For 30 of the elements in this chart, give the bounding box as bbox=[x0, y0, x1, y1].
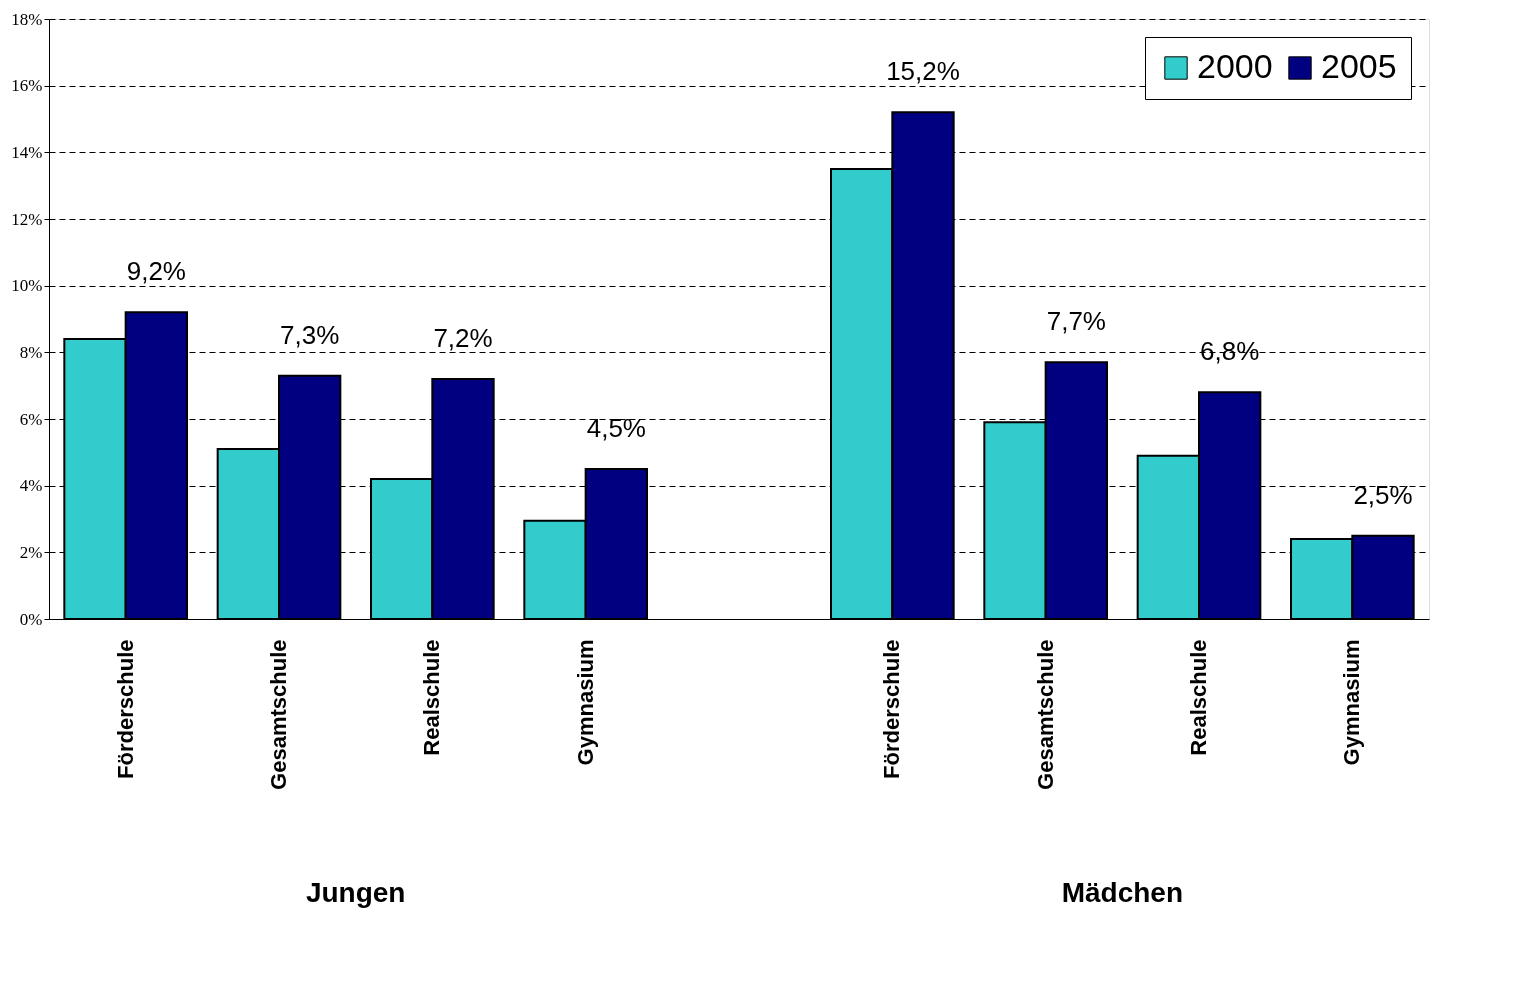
x-tick-label: Förderschule bbox=[112, 639, 138, 779]
x-tick-label: Gesamtschule bbox=[1032, 639, 1058, 790]
legend-label: 2005 bbox=[1321, 47, 1397, 85]
data-label: 2,5% bbox=[1353, 479, 1413, 510]
y-tick-label: 8% bbox=[19, 342, 43, 362]
x-tick-label: Gesamtschule bbox=[266, 639, 291, 790]
legend-label: 2000 bbox=[1197, 47, 1273, 85]
y-tick-label: 0% bbox=[19, 609, 43, 629]
x-tick-label: Gymnasium bbox=[572, 639, 598, 766]
x-tick-label: Realschule bbox=[1186, 639, 1211, 756]
data-label: 15,2% bbox=[886, 56, 960, 87]
data-label: 9,2% bbox=[126, 256, 186, 287]
data-label: 7,2% bbox=[433, 323, 493, 353]
data-label: 6,8% bbox=[1200, 336, 1260, 367]
data-label: 7,7% bbox=[1046, 306, 1106, 337]
text: Mädchen bbox=[1061, 877, 1184, 908]
x-tick-label: Förderschule bbox=[879, 639, 905, 779]
y-tick-label: 4% bbox=[19, 476, 43, 496]
y-tick-label: 12% bbox=[11, 209, 43, 229]
y-tick-label: 14% bbox=[11, 142, 43, 162]
x-tick-label: Gymnasium bbox=[1339, 639, 1365, 766]
y-tick-label: 10% bbox=[11, 276, 43, 296]
x-tick-label: Realschule bbox=[419, 639, 445, 756]
y-tick-label: 18% bbox=[11, 9, 43, 29]
y-tick-label: 2% bbox=[19, 542, 43, 562]
y-tick-label: 16% bbox=[11, 76, 43, 96]
text: Jungen bbox=[305, 877, 406, 908]
y-tick-label: 6% bbox=[19, 409, 43, 429]
data-label: 4,5% bbox=[586, 413, 646, 443]
data-label: 7,3% bbox=[280, 319, 340, 350]
